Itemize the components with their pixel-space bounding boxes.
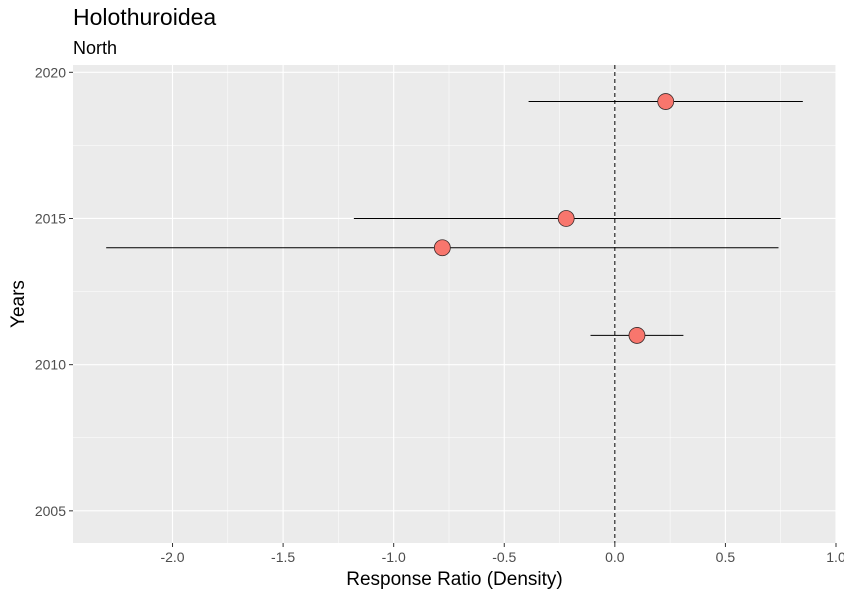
data-point bbox=[557, 210, 575, 227]
y-tick-label: 2010 bbox=[35, 357, 66, 373]
x-tick-label: 1.0 bbox=[826, 549, 844, 565]
y-tick-label: 2020 bbox=[35, 64, 66, 80]
x-tick-label: 0.5 bbox=[716, 549, 736, 565]
data-point bbox=[657, 93, 675, 110]
chart-subtitle: North bbox=[73, 38, 118, 58]
x-axis-title: Response Ratio (Density) bbox=[346, 569, 562, 590]
chart-title: Holothuroidea bbox=[73, 4, 217, 30]
y-tick-label: 2005 bbox=[35, 503, 66, 519]
plot-panel bbox=[73, 65, 836, 543]
y-axis-title: Years bbox=[8, 280, 29, 328]
x-tick-label: -1.0 bbox=[382, 549, 406, 565]
data-points bbox=[433, 93, 675, 344]
y-axis: 2005 2010 2015 2020 bbox=[35, 64, 73, 519]
x-tick-label: -1.5 bbox=[271, 549, 295, 565]
minor-gridlines bbox=[73, 65, 836, 543]
x-tick-label: 0.0 bbox=[605, 549, 625, 565]
x-axis: -2.0 -1.5 -1.0 -0.5 0.0 0.5 1.0 bbox=[160, 543, 844, 565]
y-tick-label: 2015 bbox=[35, 210, 66, 226]
data-point bbox=[433, 239, 451, 257]
x-tick-label: -2.0 bbox=[160, 549, 184, 565]
x-tick-label: -0.5 bbox=[492, 549, 516, 565]
data-point bbox=[628, 327, 646, 344]
